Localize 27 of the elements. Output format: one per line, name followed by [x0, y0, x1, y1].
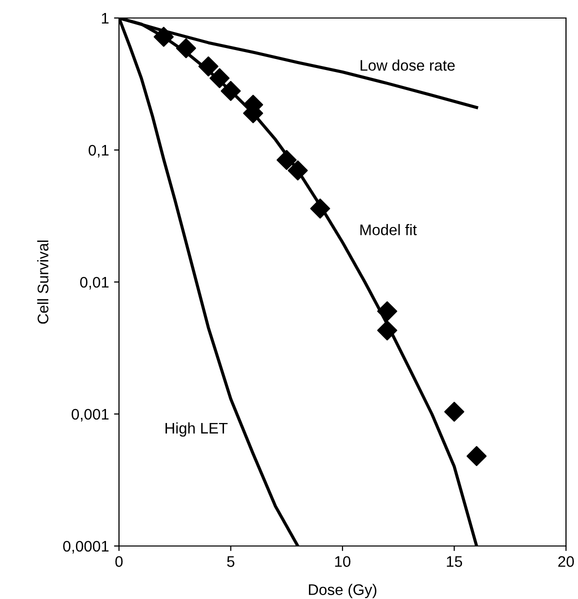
point	[176, 38, 196, 58]
y-tick-label: 0,001	[72, 408, 109, 422]
point	[220, 80, 241, 101]
x-tick-label: 5	[227, 556, 234, 567]
point	[198, 56, 218, 76]
point	[310, 198, 330, 219]
y-tick-label: 0,1	[88, 144, 109, 158]
series-label: Low dose rate	[360, 60, 455, 71]
point	[210, 68, 230, 88]
point	[288, 160, 308, 180]
point	[444, 402, 464, 422]
series-label: Model fit	[360, 224, 417, 236]
point	[276, 150, 297, 170]
point	[377, 320, 398, 340]
y-tick-label: 0,01	[80, 276, 109, 290]
x-tick-label: 10	[335, 556, 350, 567]
x-tick-label: 0	[115, 556, 123, 567]
y-axis-title: Cell Survival	[37, 240, 48, 324]
y-tick-label: 0,0001	[63, 540, 109, 554]
point	[377, 301, 398, 322]
x-axis-title: Dose (Gy)	[308, 584, 376, 598]
y-tick-label: 1	[102, 13, 109, 24]
point	[154, 26, 174, 47]
x-tick-label: 20	[558, 556, 574, 567]
series-label: High LET	[166, 422, 228, 437]
x-tick-label: 15	[446, 556, 462, 567]
point	[466, 446, 487, 466]
